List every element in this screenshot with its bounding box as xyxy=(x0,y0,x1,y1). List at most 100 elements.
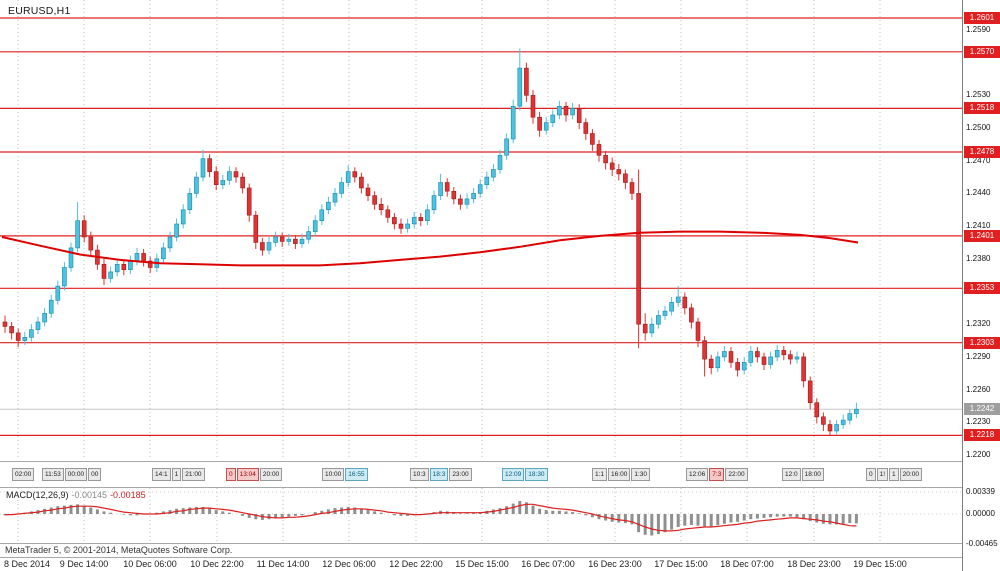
event-marker[interactable]: 10:3 xyxy=(410,468,429,481)
candle xyxy=(840,419,846,425)
macd-axis-label: -0.00465 xyxy=(966,539,998,548)
candle xyxy=(220,180,226,186)
candle xyxy=(81,220,87,238)
macd-panel[interactable] xyxy=(0,488,962,543)
price-chart-svg[interactable] xyxy=(0,0,962,460)
event-marker[interactable]: 10:00 xyxy=(322,468,345,481)
candle xyxy=(2,321,8,327)
candle xyxy=(306,231,311,240)
symbol-period-label: EURUSD,H1 xyxy=(8,5,71,17)
price-tick-label: 1.2200 xyxy=(966,450,991,459)
candle xyxy=(365,187,371,196)
event-marker[interactable]: 16:55 xyxy=(345,468,368,481)
event-marker[interactable]: 20:00 xyxy=(899,468,922,481)
candle xyxy=(570,108,575,116)
event-cluster: 12:0 18:00 xyxy=(782,468,824,481)
candle xyxy=(755,351,760,358)
level-price-label: 1.2353 xyxy=(964,282,1000,294)
candle xyxy=(801,356,806,382)
event-cluster: 10:3 18:3 23:00 xyxy=(410,468,472,481)
event-marker[interactable]: 13:04 xyxy=(236,468,259,481)
candle xyxy=(240,176,245,189)
candle xyxy=(458,198,463,205)
candle xyxy=(114,263,120,273)
event-marker[interactable]: 20:00 xyxy=(259,468,283,481)
event-marker[interactable]: 1 xyxy=(889,468,899,481)
candle xyxy=(616,169,622,175)
event-marker[interactable]: 0 xyxy=(226,468,236,481)
event-marker[interactable]: 12:09 xyxy=(502,468,525,481)
candle xyxy=(583,122,589,134)
candle xyxy=(260,242,265,251)
candle xyxy=(695,321,701,341)
candle xyxy=(29,329,34,338)
event-marker[interactable]: 00:00 xyxy=(64,468,88,481)
level-price-label: 1.2518 xyxy=(964,102,1000,114)
candle xyxy=(675,296,681,303)
event-marker[interactable]: 02:00 xyxy=(12,468,35,481)
candle xyxy=(464,198,470,205)
candle xyxy=(55,285,61,301)
event-marker[interactable]: 11:53 xyxy=(42,468,64,481)
event-marker[interactable]: 18:00 xyxy=(801,468,824,481)
candle xyxy=(669,302,674,312)
separator xyxy=(0,543,1000,544)
candle xyxy=(213,171,219,186)
date-tick-label: 10 Dec 06:00 xyxy=(123,559,177,569)
candle xyxy=(147,260,153,268)
date-tick-label: 8 Dec 2014 xyxy=(4,559,51,569)
separator xyxy=(0,557,1000,558)
event-marker[interactable]: 00 xyxy=(88,468,102,481)
candle xyxy=(299,238,305,244)
event-marker[interactable]: 18:3 xyxy=(429,468,449,481)
price-chart[interactable] xyxy=(0,0,962,460)
event-marker[interactable]: 12:06 xyxy=(686,468,709,481)
event-strip: 02:00 11:53 00:00 00 14:1 1 21:00 0 13:04 20:00 10… xyxy=(0,463,962,487)
event-marker[interactable]: 7:3 xyxy=(709,468,725,481)
event-marker[interactable]: 1:30 xyxy=(631,468,650,481)
candle xyxy=(134,253,140,262)
candle xyxy=(768,356,773,365)
candle xyxy=(715,356,721,369)
time-axis[interactable]: 8 Dec 2014 9 Dec 14:00 10 Dec 06:00 10 Dec … xyxy=(0,559,962,571)
candle xyxy=(497,155,503,170)
candle xyxy=(794,356,800,360)
candle xyxy=(590,133,595,145)
candle xyxy=(352,171,358,178)
panel-divider[interactable] xyxy=(0,487,1000,488)
event-cluster: 1:1 16:00 1:30 xyxy=(592,468,650,481)
candle xyxy=(141,253,146,262)
event-marker[interactable]: 1:1 xyxy=(592,468,608,481)
macd-main-value: -0.00145 xyxy=(71,490,108,500)
candle xyxy=(504,138,509,156)
price-tick-label: 1.2290 xyxy=(966,352,991,361)
candle xyxy=(557,106,562,116)
event-marker[interactable]: 23:00 xyxy=(449,468,472,481)
candle xyxy=(847,413,853,421)
candle xyxy=(253,214,259,243)
candle xyxy=(636,193,641,325)
event-marker[interactable]: 14:1 xyxy=(152,468,171,481)
macd-svg[interactable] xyxy=(0,488,962,543)
event-marker[interactable]: 16:00 xyxy=(608,468,631,481)
event-marker[interactable]: 18:30 xyxy=(525,468,548,481)
candle xyxy=(35,321,41,330)
event-marker[interactable]: 12:0 xyxy=(782,468,801,481)
candle xyxy=(167,236,173,249)
event-marker[interactable]: 21:00 xyxy=(182,468,205,481)
price-tick-label: 1.2320 xyxy=(966,319,991,328)
candle xyxy=(576,108,582,123)
candle xyxy=(233,171,239,178)
event-marker[interactable]: 1! xyxy=(876,468,889,481)
price-axis[interactable]: 1.2590 1.2530 1.2500 1.2470 1.2440 1.2410 1.23… xyxy=(962,0,1000,571)
event-marker[interactable]: 0 xyxy=(866,468,876,481)
candle xyxy=(774,350,780,358)
event-cluster: 0 13:04 20:00 xyxy=(226,468,283,481)
event-marker[interactable]: 1 xyxy=(171,468,182,481)
candle xyxy=(702,340,707,360)
event-cluster: 12:09 18:30 xyxy=(502,468,548,481)
event-cluster: 14:1 1 21:00 xyxy=(152,468,205,481)
candle xyxy=(477,184,483,194)
event-marker[interactable]: 22:00 xyxy=(725,468,748,481)
candle xyxy=(821,416,826,425)
